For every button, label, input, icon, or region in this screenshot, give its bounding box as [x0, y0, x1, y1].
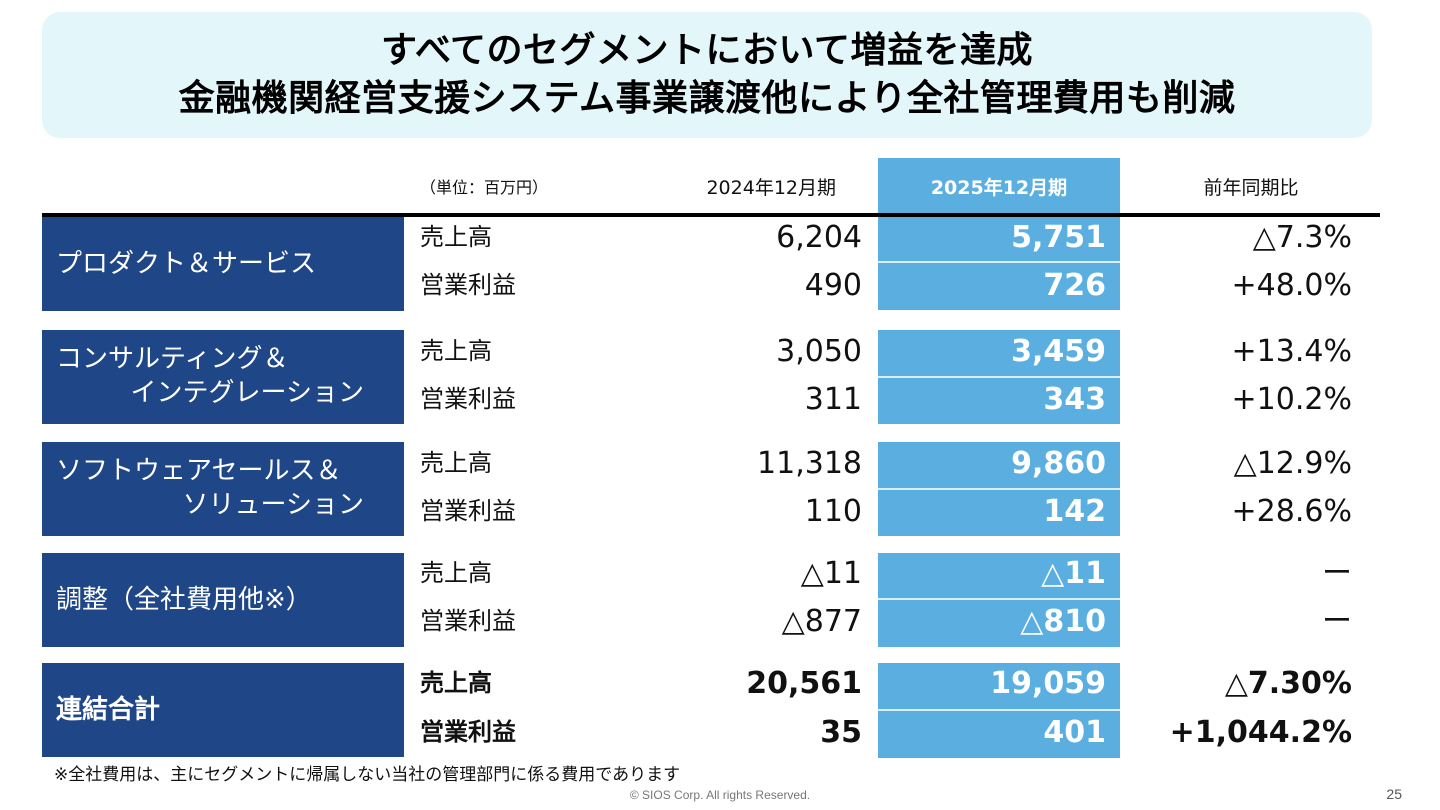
cell-divider	[878, 598, 1120, 600]
value-prev: 490	[804, 268, 862, 303]
table-row: 売上高 3,050 3,459 +13.4%	[404, 328, 1380, 375]
segment-label-consulting-integration: コンサルティング＆ インテグレーション	[42, 330, 404, 424]
cell-divider	[878, 709, 1120, 711]
segment-name-line-2: インテグレーション	[130, 378, 364, 408]
value-prev: 20,561	[746, 666, 862, 701]
row-label: 売上高	[420, 669, 492, 697]
table-row: 売上高 6,204 5,751 △7.3%	[404, 214, 1380, 261]
table-row: 営業利益 311 343 +10.2%	[404, 376, 1380, 423]
value-yoy: △7.3%	[1252, 220, 1352, 255]
segment-name-line-1: ソフトウェアセールス＆	[56, 456, 342, 486]
segment-label-software-sales-solution: ソフトウェアセールス＆ ソリューション	[42, 442, 404, 536]
cell-divider	[878, 261, 1120, 263]
value-curr: 401	[1043, 715, 1106, 750]
value-prev: 6,204	[776, 220, 862, 255]
value-prev: 11,318	[757, 446, 862, 481]
value-curr: △810	[1020, 604, 1106, 639]
footnote: ※全社費用は、主にセグメントに帰属しない当社の管理部門に係る費用であります	[54, 765, 681, 785]
row-label: 営業利益	[420, 607, 516, 635]
title-banner: すべてのセグメントにおいて増益を達成 金融機関経営支援システム事業譲渡他により全…	[42, 12, 1372, 138]
table-row: 売上高 11,318 9,860 △12.9%	[404, 440, 1380, 487]
value-yoy: ー	[1322, 604, 1352, 639]
copyright: © SIOS Corp. All rights Reserved.	[629, 788, 811, 802]
value-curr: 142	[1043, 494, 1106, 529]
segment-name-line-1: コンサルティング＆	[56, 344, 289, 374]
segment-name: プロダクト＆サービス	[56, 249, 317, 279]
value-curr: 9,860	[1011, 446, 1106, 481]
value-prev: △877	[781, 604, 862, 639]
value-yoy: ー	[1322, 556, 1352, 591]
segment-label-product-service: プロダクト＆サービス	[42, 217, 404, 311]
title-line-1: すべてのセグメントにおいて増益を達成	[381, 30, 1033, 71]
table-row: 売上高 △11 △11 ー	[404, 550, 1380, 597]
page-number: 25	[1386, 786, 1402, 802]
group-gap	[878, 310, 1120, 330]
table-row: 営業利益 △877 △810 ー	[404, 598, 1380, 645]
table-row: 営業利益 35 401 +1,044.2%	[404, 709, 1380, 756]
row-label: 売上高	[420, 223, 492, 251]
segment-name: 調整（全社費用他※）	[56, 585, 312, 615]
group-gap	[878, 536, 1120, 553]
value-curr: △11	[1041, 556, 1106, 591]
row-label: 営業利益	[420, 271, 516, 299]
segment-name: 連結合計	[56, 695, 161, 725]
value-prev: 35	[820, 715, 862, 750]
value-yoy: +48.0%	[1231, 268, 1352, 303]
value-yoy: △7.30%	[1224, 666, 1352, 701]
value-prev: 110	[804, 494, 862, 529]
row-label: 売上高	[420, 449, 492, 477]
value-yoy: +10.2%	[1231, 382, 1352, 417]
value-prev: 3,050	[776, 334, 862, 369]
row-label: 営業利益	[420, 385, 516, 413]
segment-name-line-2: ソリューション	[182, 490, 364, 520]
header-rule	[42, 213, 1380, 217]
title-line-2: 金融機関経営支援システム事業譲渡他により全社管理費用も削減	[178, 78, 1236, 119]
value-curr: 19,059	[990, 666, 1106, 701]
value-curr: 726	[1043, 268, 1106, 303]
value-yoy: △12.9%	[1233, 446, 1352, 481]
row-label: 営業利益	[420, 497, 516, 525]
table-row: 売上高 20,561 19,059 △7.30%	[404, 660, 1380, 707]
cell-divider	[878, 376, 1120, 378]
unit-label: （単位：百万円）	[420, 178, 549, 197]
header-yoy: 前年同期比	[1203, 176, 1299, 199]
group-gap	[878, 647, 1120, 663]
table-row: 営業利益 110 142 +28.6%	[404, 488, 1380, 535]
value-prev: △11	[800, 556, 862, 591]
value-yoy: +13.4%	[1231, 334, 1352, 369]
row-label: 営業利益	[420, 718, 516, 746]
group-gap	[878, 424, 1120, 442]
header-prev-year: 2024年12月期	[706, 176, 836, 199]
segment-label-adjustment: 調整（全社費用他※）	[42, 553, 404, 647]
value-curr: 343	[1043, 382, 1106, 417]
header-curr-year: 2025年12月期	[930, 176, 1068, 199]
cell-divider	[878, 488, 1120, 490]
value-curr: 5,751	[1011, 220, 1106, 255]
value-curr: 3,459	[1011, 334, 1106, 369]
row-label: 売上高	[420, 337, 492, 365]
value-yoy: +1,044.2%	[1169, 715, 1352, 750]
segment-label-consolidated-total: 連結合計	[42, 663, 404, 757]
value-prev: 311	[804, 382, 862, 417]
row-label: 売上高	[420, 559, 492, 587]
value-yoy: +28.6%	[1231, 494, 1352, 529]
table-row: 営業利益 490 726 +48.0%	[404, 262, 1380, 309]
